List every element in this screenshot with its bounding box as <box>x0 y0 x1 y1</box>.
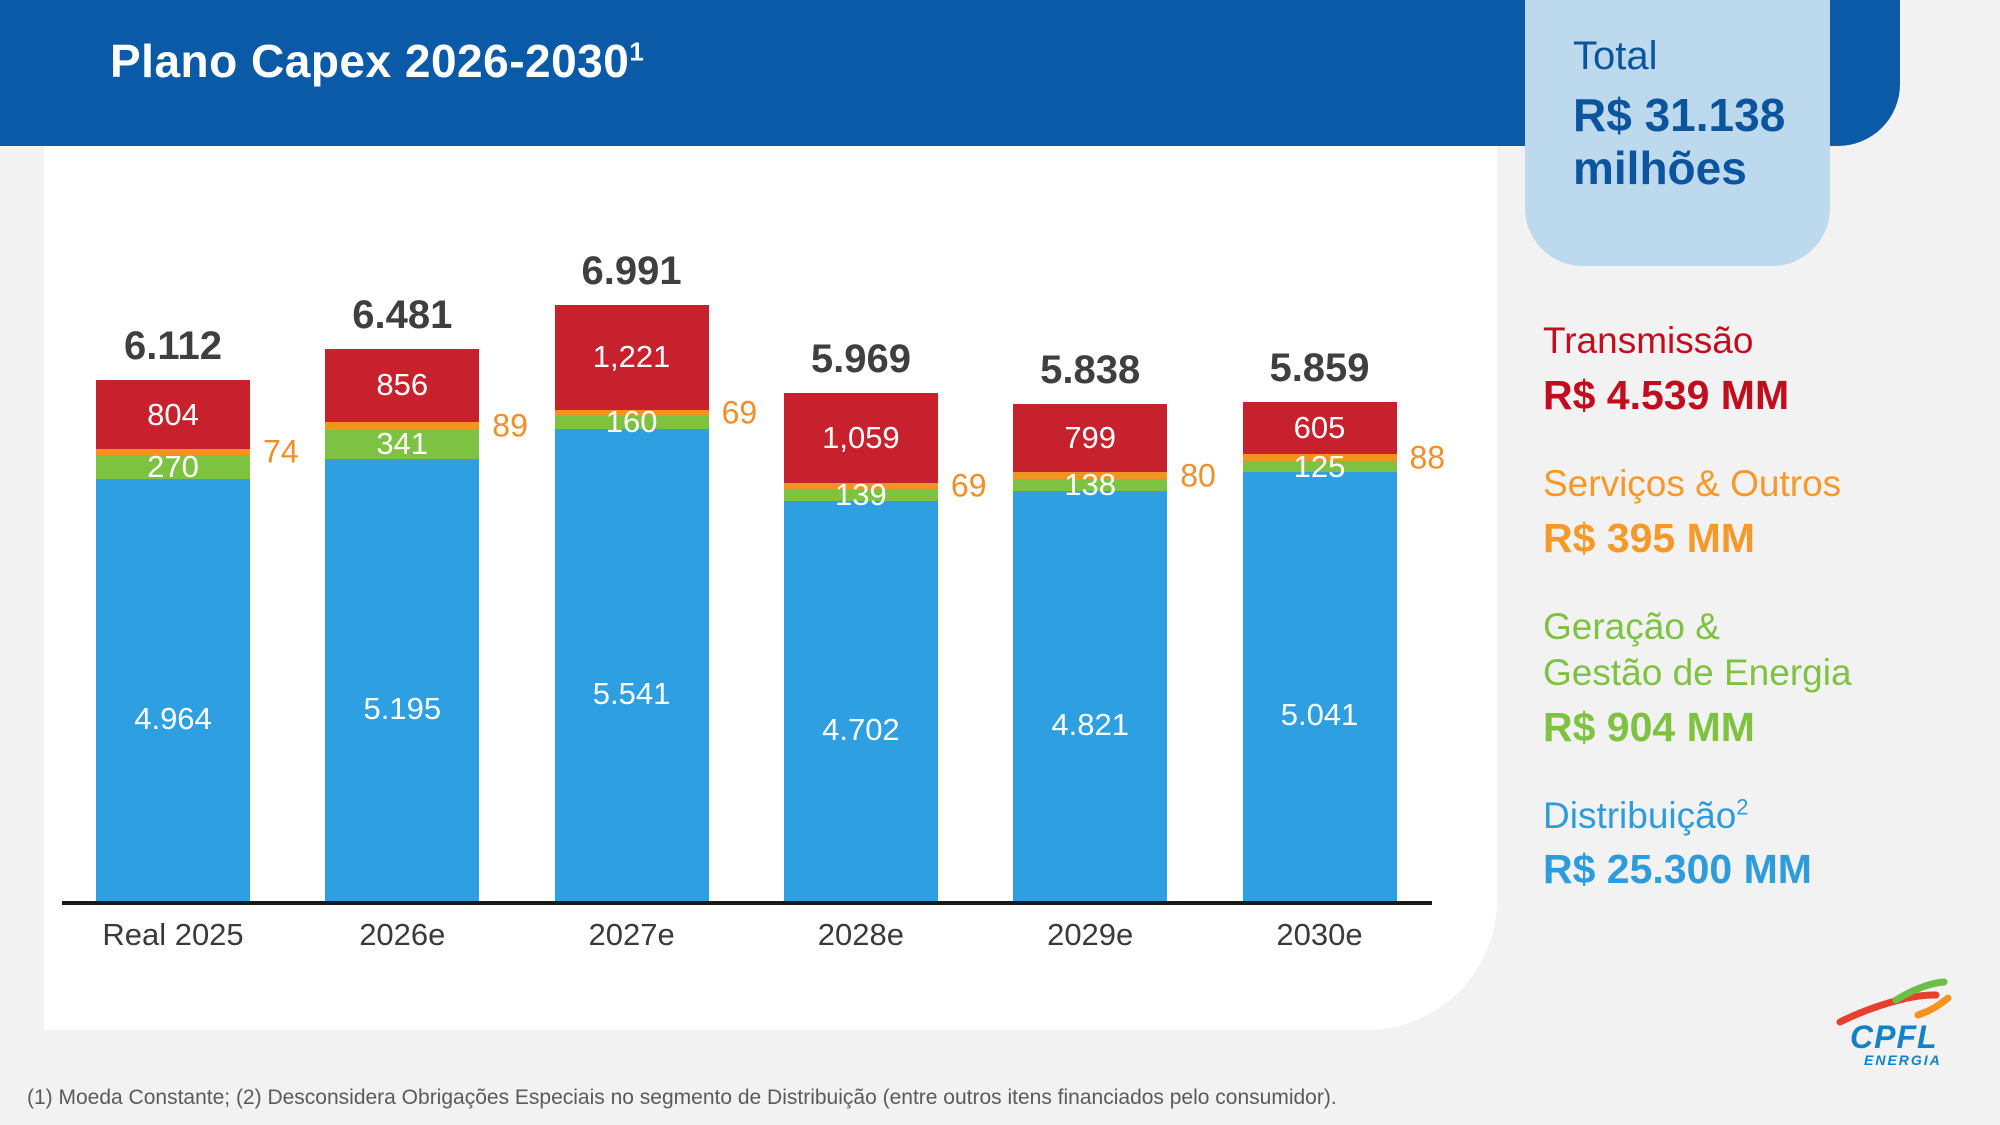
segment-transmissao-2030e <box>1242 402 1397 454</box>
segment-value-transmissao-2030e: 605 <box>1293 409 1346 445</box>
legend-label: Serviços & Outros <box>1543 462 1842 504</box>
segment-value-distribuicao-2030e: 5.041 <box>1280 697 1359 733</box>
legend-value: R$ 395 MM <box>1543 514 1755 561</box>
segment-servicos-2030e <box>1242 453 1397 462</box>
legend-value: R$ 904 MM <box>1543 703 1755 750</box>
segment-value-distribuicao-2028e: 4.702 <box>822 711 900 747</box>
segment-value-servicos-2028e: 69 <box>950 467 987 504</box>
segment-distribuicao-2028e <box>783 500 938 903</box>
total-box-unit: milhões <box>1573 142 1747 195</box>
segment-geracao-2029e <box>1013 479 1168 491</box>
legend-value: R$ 4.539 MM <box>1543 371 1790 418</box>
x-axis-line <box>62 901 1432 905</box>
segment-servicos-2029e <box>1013 472 1168 479</box>
segment-transmissao-2026e <box>325 348 480 423</box>
page-title-text: Plano Capex 2026-2030 <box>110 35 630 87</box>
x-axis-label-2030e: 2030e <box>1276 917 1363 952</box>
segment-value-transmissao-2029e: 799 <box>1064 420 1117 455</box>
segment-value-distribuicao-2029e: 4.821 <box>1051 706 1129 742</box>
segment-servicos-2027e <box>554 409 709 416</box>
legend-item-servicos: Serviços & Outros R$ 395 MM <box>1543 461 1983 562</box>
bar-total-2026e: 6.481 <box>352 292 453 337</box>
segment-value-geracao-2030e: 125 <box>1293 448 1346 484</box>
segment-value-distribuicao-2027e: 5.541 <box>592 676 671 712</box>
legend-label: Transmissão <box>1543 320 1754 361</box>
logo-swoosh-green <box>1892 978 1948 1004</box>
segment-distribuicao-real-2025 <box>96 478 250 903</box>
segment-distribuicao-2030e <box>1242 471 1397 903</box>
segment-servicos-2028e <box>783 483 938 490</box>
legend-label-superscript: 2 <box>1736 794 1749 820</box>
segment-geracao-real-2025 <box>96 455 250 479</box>
segment-value-distribuicao-2026e: 5.195 <box>363 690 442 726</box>
segment-transmissao-2027e <box>554 305 709 410</box>
segment-value-transmissao-2028e: 1,059 <box>822 419 900 455</box>
logo-swoosh-orange <box>1914 994 1952 1019</box>
segment-distribuicao-2029e <box>1013 490 1168 903</box>
bar-total-real-2025: 6.112 <box>124 324 222 369</box>
segment-geracao-2030e <box>1242 461 1397 472</box>
segment-transmissao-2028e <box>783 392 938 484</box>
segment-value-transmissao-2027e: 1,221 <box>592 339 671 375</box>
legend: Transmissão R$ 4.539 MM Serviços & Outro… <box>1543 318 1983 935</box>
segment-geracao-2027e <box>554 415 709 430</box>
footnote: (1) Moeda Constante; (2) Desconsidera Ob… <box>27 1086 1337 1109</box>
segment-value-distribuicao-real-2025: 4.964 <box>134 700 212 736</box>
bar-total-2028e: 5.969 <box>810 336 911 381</box>
segment-value-servicos-2029e: 80 <box>1180 457 1216 494</box>
x-axis-label-2028e: 2028e <box>817 917 904 952</box>
segment-value-geracao-2029e: 138 <box>1064 466 1117 502</box>
x-axis-label-2026e: 2026e <box>359 917 446 952</box>
legend-label: Distribuição <box>1543 794 1737 836</box>
logo-brand-text: CPFL <box>1850 1019 1938 1055</box>
segment-transmissao-2029e <box>1013 403 1168 473</box>
legend-value: R$ 25.300 MM <box>1543 846 1812 893</box>
x-axis-label-real-2025: Real 2025 <box>102 917 244 952</box>
segment-value-servicos-2026e: 89 <box>492 407 528 444</box>
total-box-value: R$ 31.138 <box>1573 89 1786 141</box>
segment-value-servicos-real-2025: 74 <box>263 433 299 470</box>
segment-transmissao-real-2025 <box>96 380 250 450</box>
segment-value-geracao-2028e: 139 <box>835 477 887 513</box>
segment-value-servicos-2030e: 88 <box>1409 439 1446 476</box>
segment-distribuicao-2027e <box>554 429 709 903</box>
segment-geracao-2026e <box>325 429 480 459</box>
x-axis-label-2029e: 2029e <box>1047 917 1134 952</box>
total-box-label: Total <box>1573 34 1658 78</box>
legend-label: Geração & Gestão de Energia <box>1543 605 1852 693</box>
segment-servicos-2026e <box>325 422 480 430</box>
segment-value-servicos-2027e: 69 <box>721 394 758 431</box>
logo-swoosh-red <box>1836 991 1940 1026</box>
total-box: Total R$ 31.138 milhões <box>1525 0 1830 266</box>
segment-value-transmissao-real-2025: 804 <box>147 396 199 432</box>
bar-total-2027e: 6.991 <box>581 249 682 294</box>
segment-geracao-2028e <box>783 489 938 501</box>
logo-sub-text: ENERGIA <box>1864 1052 1942 1068</box>
legend-item-transmissao: Transmissão R$ 4.539 MM <box>1543 318 1983 419</box>
segment-distribuicao-2026e <box>325 458 480 903</box>
legend-item-geracao: Geração & Gestão de Energia R$ 904 MM <box>1543 604 1983 751</box>
segment-value-geracao-2027e: 160 <box>605 404 658 440</box>
bar-total-2029e: 5.838 <box>1040 347 1141 392</box>
segment-value-geracao-2026e: 341 <box>376 426 429 462</box>
segment-value-transmissao-2026e: 856 <box>376 367 429 403</box>
bar-total-2030e: 5.859 <box>1269 346 1370 391</box>
segment-value-geracao-real-2025: 270 <box>147 449 199 485</box>
legend-item-distribuicao: Distribuição2 R$ 25.300 MM <box>1543 793 1983 894</box>
x-axis-label-2027e: 2027e <box>588 917 675 952</box>
segment-servicos-real-2025 <box>96 449 250 456</box>
page-title-superscript: 1 <box>629 36 645 67</box>
cpfl-energia-logo: CPFL ENERGIA <box>1836 978 1952 1068</box>
page-title: Plano Capex 2026-20301 <box>110 34 644 88</box>
